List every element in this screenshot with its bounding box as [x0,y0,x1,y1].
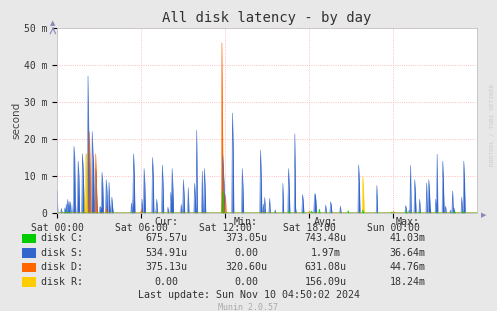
Text: RRDTOOL / TOBI OETIKER: RRDTOOL / TOBI OETIKER [490,83,495,166]
Text: 373.05u: 373.05u [225,233,267,243]
Y-axis label: second: second [11,102,21,139]
Text: Cur:: Cur: [155,217,178,227]
Text: 631.08u: 631.08u [305,262,346,272]
Text: 534.91u: 534.91u [146,248,187,258]
Text: 743.48u: 743.48u [305,233,346,243]
Text: Last update: Sun Nov 10 04:50:02 2024: Last update: Sun Nov 10 04:50:02 2024 [138,290,359,300]
Text: 44.76m: 44.76m [390,262,425,272]
Text: Munin 2.0.57: Munin 2.0.57 [219,303,278,311]
Title: All disk latency - by day: All disk latency - by day [163,12,372,26]
Text: 41.03m: 41.03m [390,233,425,243]
Text: disk S:: disk S: [41,248,83,258]
Text: Avg:: Avg: [314,217,337,227]
Text: 0.00: 0.00 [155,277,178,287]
Text: 156.09u: 156.09u [305,277,346,287]
Text: 675.57u: 675.57u [146,233,187,243]
Text: 0.00: 0.00 [234,248,258,258]
Text: ▲: ▲ [50,20,56,26]
Text: disk C:: disk C: [41,233,83,243]
Text: Min:: Min: [234,217,258,227]
Text: 36.64m: 36.64m [390,248,425,258]
Text: 320.60u: 320.60u [225,262,267,272]
Text: 0.00: 0.00 [234,277,258,287]
Text: 1.97m: 1.97m [311,248,340,258]
Text: ▶: ▶ [481,212,487,218]
Text: Max:: Max: [396,217,419,227]
Text: 375.13u: 375.13u [146,262,187,272]
Text: disk D:: disk D: [41,262,83,272]
Text: disk R:: disk R: [41,277,83,287]
Text: 18.24m: 18.24m [390,277,425,287]
